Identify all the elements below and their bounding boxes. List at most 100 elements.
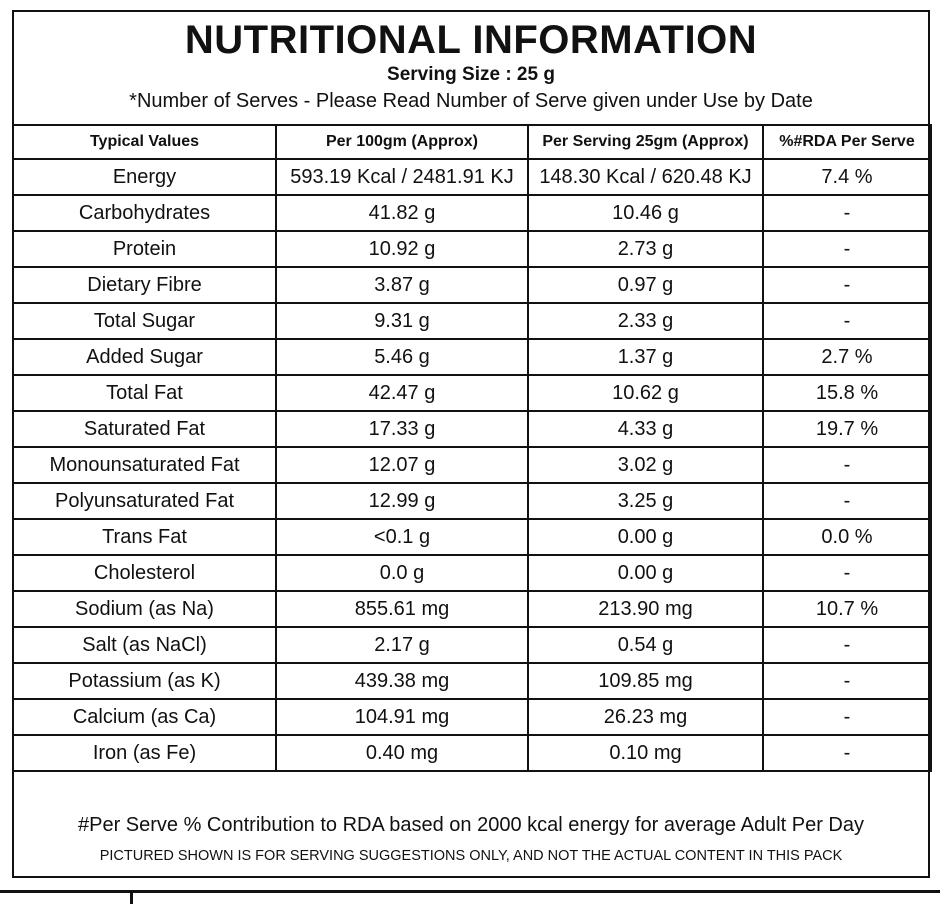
cell: 42.47 g [275,374,529,412]
nutrient-name: Trans Fat [12,518,277,556]
table-row: Added Sugar 5.46 g 1.37 g 2.7 % [12,338,932,376]
cell: 109.85 mg [527,662,764,700]
nutrient-name: Sodium (as Na) [12,590,277,628]
table-row: Monounsaturated Fat 12.07 g 3.02 g- [12,446,932,484]
nutrient-name: Polyunsaturated Fat [12,482,277,520]
table-row: Total Fat 42.47 g 10.62 g 15.8 % [12,374,932,412]
column-header: %#RDA Per Serve [762,124,932,160]
nutrient-name: Iron (as Fe) [12,734,277,772]
cell: - [762,662,932,700]
nutrient-name: Energy [12,158,277,196]
cell: 0.0 g [275,554,529,592]
cell: 12.07 g [275,446,529,484]
cell: 104.91 mg [275,698,529,736]
cell: 4.33 g [527,410,764,448]
nutrient-name: Salt (as NaCl) [12,626,277,664]
cell: 2.33 g [527,302,764,340]
table-row: Total Sugar 9.31 g 2.33 g- [12,302,932,340]
cell: - [762,626,932,664]
table-row: Saturated Fat 17.33 g 4.33 g 19.7 % [12,410,932,448]
table-row: Potassium (as K) 439.38 mg 109.85 mg - [12,662,932,700]
cell: 0.54 g [527,626,764,664]
cell: 213.90 mg [527,590,764,628]
title: NUTRITIONAL INFORMATION [184,18,758,62]
cell: 2.17 g [275,626,529,664]
column-header: Per 100gm (Approx) [275,124,529,160]
column-header: Typical Values [12,124,277,160]
note: *Number of Serves - Please Read Number o… [129,90,813,112]
table-row: Iron (as Fe) 0.40 mg 0.10 mg - [12,734,932,772]
nutrition-table: Typical Values Per 100gm (Approx) Per Serv… [12,124,932,772]
cell: 19.7 % [762,410,932,448]
cell: 2.73 g [527,230,764,268]
cell: - [762,482,932,520]
cell: - [762,734,932,772]
table-row: Cholesterol 0.0 g 0.00 g- [12,554,932,592]
cell: 593.19 Kcal / 2481.91 KJ [275,158,529,196]
column-header: Per Serving 25gm (Approx) [527,124,764,160]
nutrient-name: Dietary Fibre [12,266,277,304]
cell: 10.92 g [275,230,529,268]
cell: 2.7 % [762,338,932,376]
disclaimer: PICTURED SHOWN IS FOR SERVING SUGGESTION… [99,848,843,864]
cell: 5.46 g [275,338,529,376]
label-box: NUTRITIONAL INFORMATION Serving Size : 2… [12,10,932,878]
cell: 0.0 % [762,518,932,556]
table-row: Energy 593.19 Kcal / 2481.91 KJ 148.30 Kca… [12,158,932,196]
cell: - [762,698,932,736]
nutrient-name: Carbohydrates [12,194,277,232]
table-row: Carbohydrates 41.82 g 10.46 g- [12,194,932,232]
footnote: #Per Serve % Contribution to RDA based o… [77,814,864,836]
table-row: Sodium (as Na) 855.61 mg 213.90 mg 10.7 % [12,590,932,628]
cell: 10.62 g [527,374,764,412]
table-row: Trans Fat <0.1 g 0.00 g 0.0 % [12,518,932,556]
nutrient-name: Total Fat [12,374,277,412]
next-panel-edge [0,890,940,904]
cell: 7.4 % [762,158,932,196]
cell: 0.40 mg [275,734,529,772]
cell: 0.00 g [527,554,764,592]
cell: 10.7 % [762,590,932,628]
cell: 26.23 mg [527,698,764,736]
cell: - [762,554,932,592]
cell: 9.31 g [275,302,529,340]
cell: 439.38 mg [275,662,529,700]
table-row: Salt (as NaCl) 2.17 g 0.54 g- [12,626,932,664]
cell: - [762,446,932,484]
divider [130,893,133,904]
cell: 3.87 g [275,266,529,304]
table-row: Polyunsaturated Fat 12.99 g 3.25 g- [12,482,932,520]
cell: 41.82 g [275,194,529,232]
cell: - [762,266,932,304]
nutrient-name: Calcium (as Ca) [12,698,277,736]
cell: - [762,194,932,232]
nutrient-name: Total Sugar [12,302,277,340]
nutrient-name: Cholesterol [12,554,277,592]
cell: <0.1 g [275,518,529,556]
nutrient-name: Added Sugar [12,338,277,376]
serving-size: Serving Size : 25 g [387,64,555,85]
nutrient-name: Potassium (as K) [12,662,277,700]
table-body: Energy 593.19 Kcal / 2481.91 KJ 148.30 Kca… [12,158,932,772]
table-row: Dietary Fibre 3.87 g 0.97 g- [12,266,932,304]
cell: 10.46 g [527,194,764,232]
cell: 148.30 Kcal / 620.48 KJ [527,158,764,196]
cell: 17.33 g [275,410,529,448]
table-row: Protein 10.92 g 2.73 g- [12,230,932,268]
cell: 855.61 mg [275,590,529,628]
cell: 1.37 g [527,338,764,376]
cell: 0.97 g [527,266,764,304]
header-row: Typical Values Per 100gm (Approx) Per Serv… [12,124,932,160]
cell: 15.8 % [762,374,932,412]
table-row: Calcium (as Ca) 104.91 mg 26.23 mg - [12,698,932,736]
cell: - [762,230,932,268]
cell: 0.00 g [527,518,764,556]
nutrient-name: Saturated Fat [12,410,277,448]
cell: 12.99 g [275,482,529,520]
cell: 0.10 mg [527,734,764,772]
cell: - [762,302,932,340]
cell: 3.25 g [527,482,764,520]
nutrient-name: Protein [12,230,277,268]
nutrient-name: Monounsaturated Fat [12,446,277,484]
